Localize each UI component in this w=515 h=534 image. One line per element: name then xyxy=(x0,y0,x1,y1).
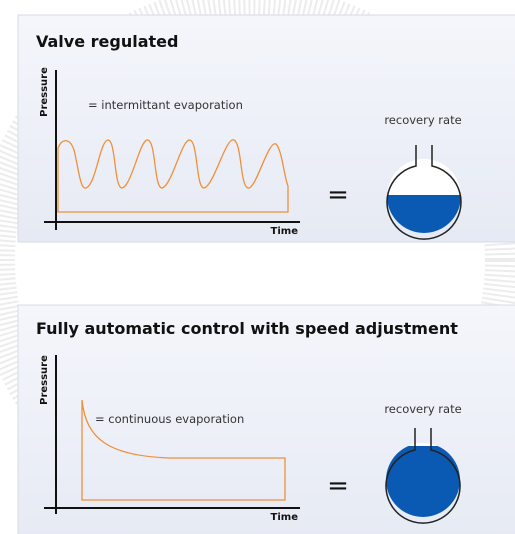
flask-liquid xyxy=(387,195,461,233)
flask xyxy=(385,428,461,524)
panel-title: Fully automatic control with speed adjus… xyxy=(36,319,458,338)
y-axis-label: Pressure xyxy=(39,355,50,405)
x-axis-label: Time xyxy=(271,512,299,523)
flask-outline xyxy=(385,428,461,524)
x-axis-label: Time xyxy=(271,226,299,237)
result-label: recovery rate xyxy=(384,113,461,127)
annotation: = intermittant evaporation xyxy=(88,98,243,112)
panel: Fully automatic control with speed adjus… xyxy=(17,304,515,534)
panel: Valve regulated Pressure Time = intermit… xyxy=(17,14,515,243)
y-axis-label: Pressure xyxy=(39,67,50,117)
result-label: recovery rate xyxy=(384,402,461,416)
flask-outline xyxy=(386,145,462,240)
equals-sign: = xyxy=(327,471,349,501)
flask xyxy=(386,145,462,240)
panel-title: Valve regulated xyxy=(36,32,178,51)
flask-liquid xyxy=(386,446,460,517)
pressure-curve xyxy=(81,399,286,501)
annotation: = continuous evaporation xyxy=(95,412,244,426)
pressure-curve xyxy=(57,139,289,213)
equals-sign: = xyxy=(327,180,349,210)
